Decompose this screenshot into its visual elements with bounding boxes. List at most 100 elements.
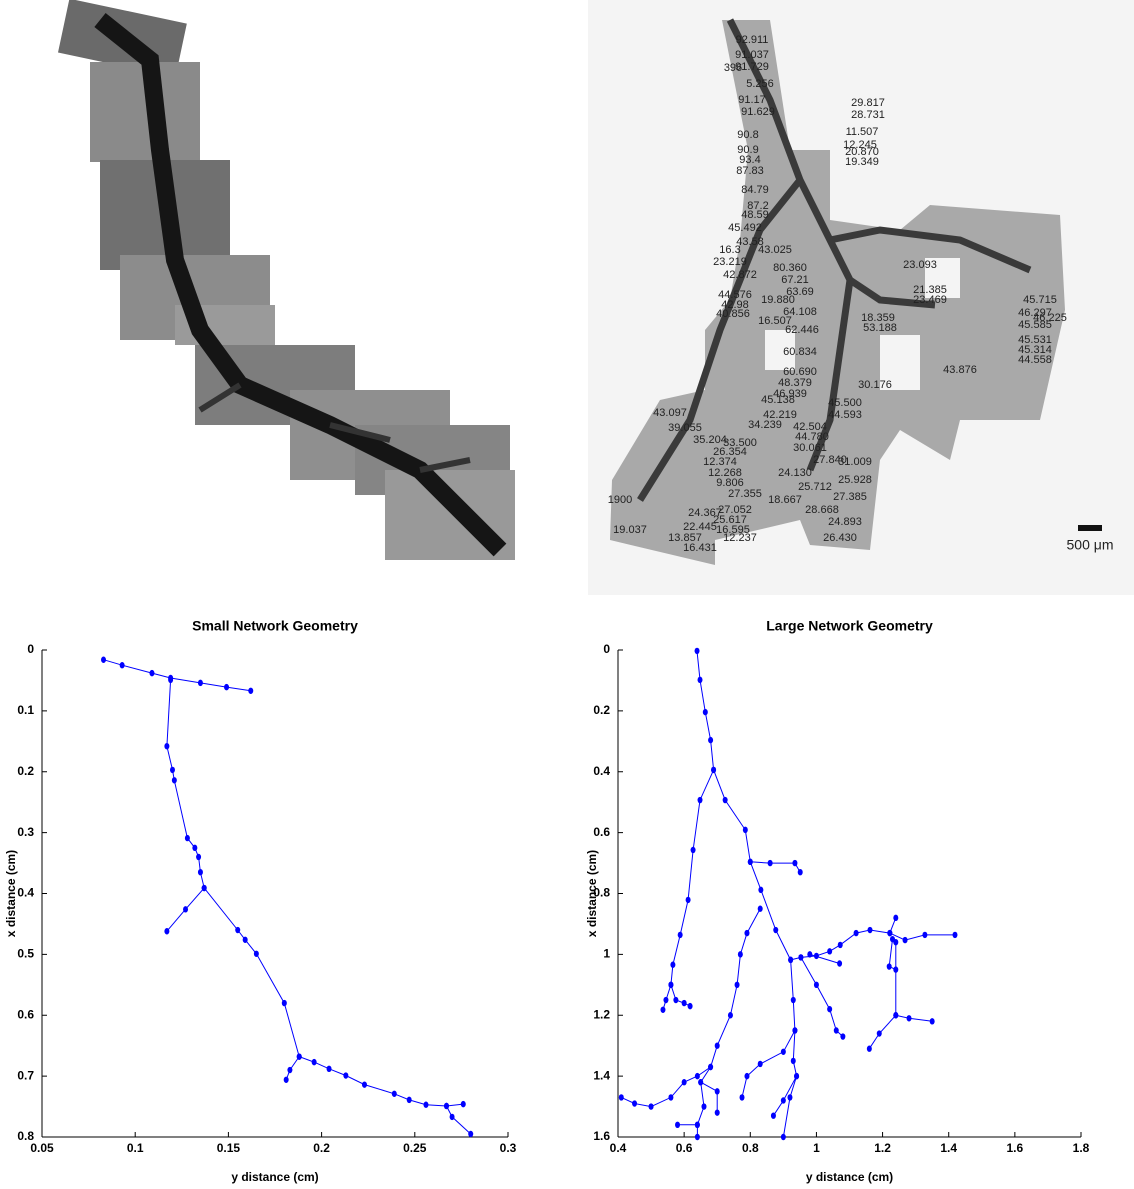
vessel-label: 45.715 [1023,294,1057,306]
vessel-label: 91.729 [735,61,769,73]
network-node [673,996,679,1004]
network-node [687,1002,693,1010]
network-node [164,742,170,750]
vessel-label: 44.558 [1018,354,1052,366]
network-node [853,929,859,937]
vessel-label: 64.108 [783,306,817,318]
network-node [183,906,189,913]
network-node [685,896,691,904]
network-node [648,1103,654,1110]
vessel-label: 90.9 [737,144,758,156]
y-axis-label: x distance (cm) [4,850,18,937]
network-node [797,868,803,876]
y-tick-label: 0 [603,642,610,656]
vessel-label: 30.061 [793,442,827,454]
vessel-label: 24.130 [778,467,812,479]
network-node [690,846,696,854]
vessel-label: 24.367 [688,507,722,519]
vessel-label: 45.500 [828,397,862,409]
vessel-label: 26.430 [823,532,857,544]
network-node [326,1065,332,1073]
network-node [887,929,893,937]
network-node [902,936,908,944]
network-node [714,1042,720,1049]
network-node [893,1012,899,1019]
network-node [197,679,203,687]
network-node [893,914,899,922]
network-node [681,1079,687,1086]
vessel-label: 12.268 [708,467,742,479]
vessel-label: 67.21 [781,274,809,286]
vessel-label: 48.59 [741,209,769,221]
vessel-label: 19.037 [613,524,647,536]
vessel-label: 91.17 [738,94,766,106]
y-tick-label: 0.8 [593,886,610,900]
x-tick-label: 0.2 [313,1141,330,1155]
y-tick-label: 0.4 [593,764,610,778]
y-tick-label: 0.5 [17,947,34,961]
vessel-label: 46.939 [773,388,807,400]
vessel-label: 34.239 [748,419,782,431]
vessel-label: 45.531 [1018,334,1052,346]
vessel-label: 18.667 [768,494,802,506]
network-node [906,1015,912,1022]
network-node [391,1090,397,1097]
vessel-label: 16.431 [683,542,717,554]
network-node [164,928,170,935]
y-tick-label: 1.6 [593,1129,610,1143]
vessel-label: 25.928 [838,474,872,486]
network-node [876,1030,882,1037]
vessel-label: 44.780 [795,431,829,443]
vessel-label: 21.385 [913,284,947,296]
network-node [813,981,819,989]
network-node [196,853,202,861]
network-node [242,936,248,943]
network-node [663,996,669,1004]
network-node [169,766,175,774]
vessel-label: 13.857 [668,532,702,544]
network-node [742,826,748,834]
network-node [343,1072,349,1079]
vessel-label: 42.504 [793,421,827,433]
network-node [296,1053,302,1060]
vessel-label: 23.219 [713,256,747,268]
vessel-label: 80.360 [773,262,807,274]
vessel-label: 9.806 [716,477,744,489]
vessel-label: 11.507 [846,126,879,138]
scale-bar-label: 500 μm [1067,537,1114,553]
vessel-label: 12.374 [703,456,737,468]
network-node [460,1100,466,1108]
vessel-label: 43.876 [943,364,977,376]
network-node [184,834,190,842]
network-node [794,1072,800,1080]
network-node [758,886,764,894]
network-node [632,1100,638,1107]
vessel-label: 25.712 [798,481,832,493]
vessel-label: 44.593 [828,409,862,421]
vessel-label: 27.840 [813,454,847,466]
vessel-label: 84.79 [741,184,769,196]
network-node [697,676,703,684]
x-axis-label: y distance (cm) [231,1170,318,1184]
network-node [807,951,813,958]
network-node [757,905,763,912]
vessel-label: 63.69 [786,286,814,298]
network-node [224,683,230,691]
network-node [737,951,743,958]
vessel-label: 16.507 [758,315,792,327]
network-node [790,996,796,1004]
network-node [798,954,804,961]
vessel-label: 27.385 [833,491,867,503]
x-axis-label: y distance (cm) [806,1170,893,1184]
vessel-label: 30.176 [858,379,892,391]
vessel-label: 396 [724,62,742,74]
network-node [192,844,198,852]
network-node [780,1133,786,1141]
vessel-label: 16.3 [719,244,740,256]
vessel-label: 24.893 [828,516,862,528]
x-tick-label: 0.3 [500,1141,517,1155]
network-node [675,1121,681,1129]
network-node [893,966,899,973]
vessel-label: 45.585 [1018,319,1052,331]
